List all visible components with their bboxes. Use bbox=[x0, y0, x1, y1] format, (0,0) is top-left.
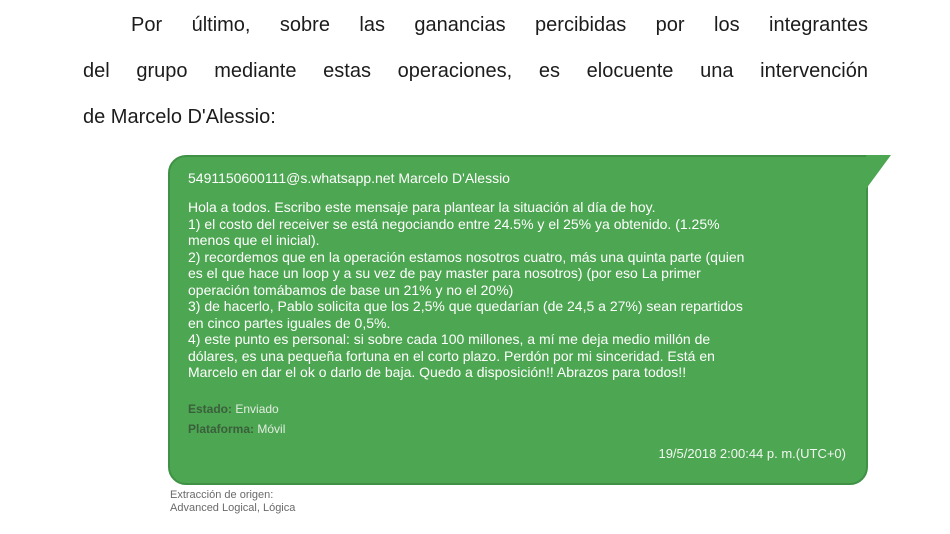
intro-line-2: del grupo mediante estas operaciones, es… bbox=[83, 60, 868, 82]
extraction-label: Extracción de origen: bbox=[170, 489, 274, 501]
platform-label: Plataforma: bbox=[188, 421, 255, 436]
message-sender: 5491150600111@s.whatsapp.net Marcelo D'A… bbox=[188, 170, 510, 186]
extraction-caption: Extracción de origen: Advanced Logical, … bbox=[170, 489, 295, 515]
platform-value: Móvil bbox=[257, 421, 286, 436]
status-label: Estado: bbox=[188, 401, 233, 416]
extraction-value: Advanced Logical, Lógica bbox=[170, 502, 296, 514]
message-body: Hola a todos. Escribo este mensaje para … bbox=[188, 199, 745, 380]
intro-paragraph: Por último, sobre las ganancias percibid… bbox=[83, 2, 868, 140]
intro-line-3: de Marcelo D'Alessio: bbox=[83, 106, 276, 128]
bubble-tail bbox=[866, 155, 891, 189]
message-timestamp: 19/5/2018 2:00:44 p. m.(UTC+0) bbox=[658, 446, 846, 461]
message-metadata: Estado: Enviado Plataforma: Móvil bbox=[188, 399, 848, 439]
status-row: Estado: Enviado bbox=[188, 399, 848, 419]
platform-row: Plataforma: Móvil bbox=[188, 419, 848, 439]
status-value: Enviado bbox=[235, 401, 279, 416]
whatsapp-message-bubble: 5491150600111@s.whatsapp.net Marcelo D'A… bbox=[168, 155, 891, 485]
intro-line-1: Por último, sobre las ganancias percibid… bbox=[131, 14, 868, 36]
